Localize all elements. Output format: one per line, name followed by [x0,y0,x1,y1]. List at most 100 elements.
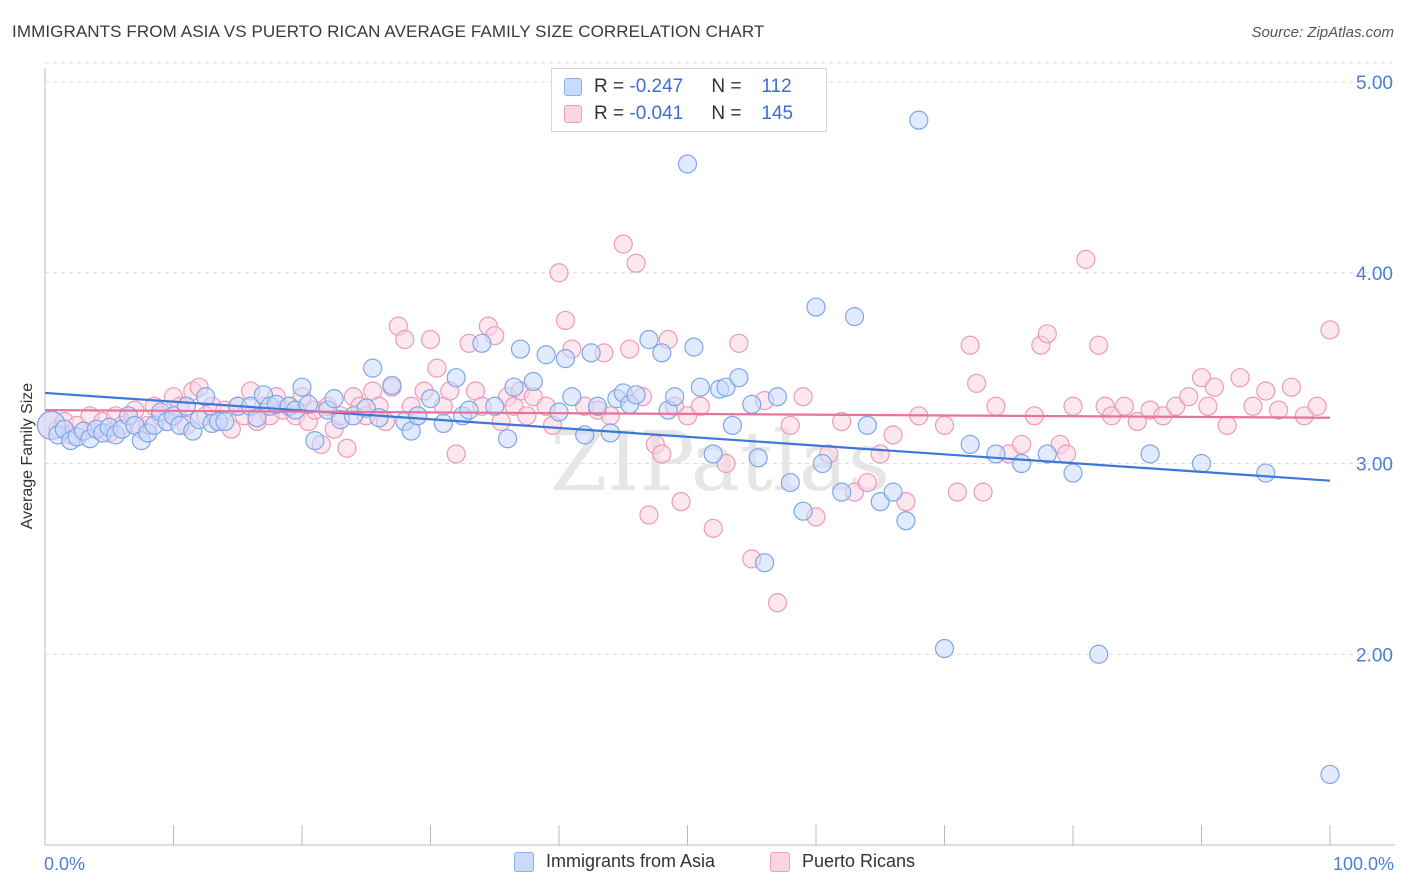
pr-point [1243,396,1263,416]
r-label: R = [594,76,630,97]
legend-swatch-asia [564,78,582,96]
asia-point [562,387,582,407]
pr-point [1198,396,1218,416]
legend-item-asia: Immigrants from Asia [514,851,715,872]
asia-point [446,368,466,388]
pr-point [1076,249,1096,269]
r-value: -0.247 [629,76,684,97]
pr-point [716,453,736,474]
y-tick-label: 5.00 [1356,73,1393,94]
pr-point [947,482,967,502]
asia-point [684,337,704,357]
pr-point [613,234,633,254]
asia-point [1320,764,1340,785]
pr-point [986,396,1006,416]
asia-point [408,406,428,426]
pr-point [832,411,852,432]
asia-point [298,394,319,414]
asia-point [703,444,723,464]
asia-point [806,297,826,317]
asia-point [690,377,710,397]
y-tick-label: 3.00 [1356,455,1393,476]
pr-point [1230,368,1250,388]
pr-point [626,253,646,273]
n-value: 145 [761,103,794,124]
pr-point [1191,368,1212,388]
r-value: -0.041 [629,103,684,124]
pr-point [967,373,987,393]
asia-point [581,343,601,363]
legend-swatch-asia [514,851,534,872]
asia-point [665,387,685,407]
stats-legend: R = -0.247 N = 112 R = -0.041 N = 145 [551,68,827,132]
asia-point [883,482,903,502]
asia-point [433,413,453,434]
asia-point [498,429,518,449]
legend-label-asia: Immigrants from Asia [546,851,716,871]
pr-point [703,518,723,538]
asia-point [472,333,492,353]
pr-point [395,329,415,350]
asia-point [292,377,312,397]
asia-point [639,329,659,350]
asia-point [420,389,441,409]
asia-point [363,358,383,378]
asia-point [729,368,749,388]
chart-source: Source: ZipAtlas.com [1251,24,1394,41]
asia-point [812,453,833,474]
asia-point [1256,463,1276,483]
pr-point [549,263,569,283]
asia-point [196,387,216,407]
asia-point [459,400,479,420]
asia-point [1191,453,1212,474]
asia-point [382,375,402,395]
pr-point [1037,324,1057,344]
asia-point [909,110,929,130]
pr-point [973,482,993,502]
asia-point [536,345,556,365]
trend-line-pr [44,408,1331,419]
legend-item-pr: Puerto Ricans [770,851,915,872]
pr-point [517,406,537,426]
asia-point [369,408,389,428]
pr-point [555,310,576,331]
asia-point [780,472,800,493]
pr-point [337,438,357,458]
chart-title: IMMIGRANTS FROM ASIA VS PUERTO RICAN AVE… [12,22,765,41]
pr-point [780,415,800,435]
asia-point [793,501,813,521]
pr-point [793,387,813,407]
asia-point [857,415,878,435]
y-tick-label: 4.00 [1356,264,1393,285]
asia-point [986,444,1006,464]
y-tick-label: 2.00 [1356,645,1393,666]
asia-point [555,348,576,369]
legend-swatch-pr [564,105,582,123]
asia-point [767,387,788,407]
pr-point [1056,444,1077,464]
pr-point [1320,320,1340,340]
pr-point [1217,415,1237,435]
pr-point [446,444,466,464]
asia-point [716,377,736,397]
asia-point [748,448,768,468]
pr-point [1114,396,1135,416]
asia-point [934,638,955,659]
asia-point [832,482,852,502]
asia-point [626,385,646,405]
asia-point [896,511,916,531]
pr-point [427,358,447,378]
asia-point [844,307,865,327]
asia-point [1011,453,1032,474]
asia-point [324,389,344,409]
pr-point [1307,396,1327,416]
asia-point [215,411,235,432]
pr-point [1204,377,1224,397]
pr-point [883,425,903,445]
asia-point [1037,444,1057,464]
pr-point [767,593,788,613]
asia-point [1063,463,1083,483]
asia-point [504,377,524,397]
pr-point [671,492,691,512]
